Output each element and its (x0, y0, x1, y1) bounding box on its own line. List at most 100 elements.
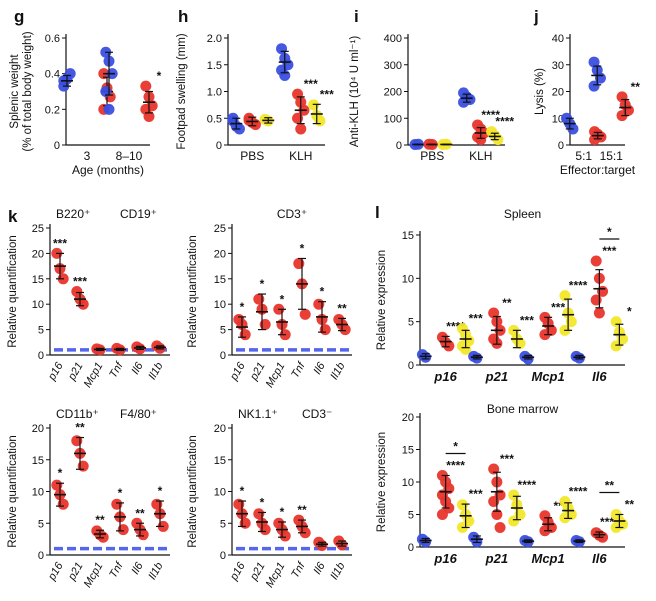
x-category-label: Il6 (592, 551, 607, 566)
x-category-label: Il6 (311, 560, 328, 577)
y-axis-label: Footpad swelling (mm) (176, 33, 188, 149)
data-point-red (137, 529, 149, 541)
y-tick-label: 10 (402, 477, 414, 489)
significance-marker: *** (469, 487, 483, 501)
significance-marker: *** (551, 300, 565, 314)
y-tick-label: 0 (38, 350, 44, 362)
y-tick-label: 25 (214, 223, 226, 235)
significance-marker: *** (304, 77, 318, 91)
y-tick-label: 0 (216, 140, 222, 152)
x-category-label: Mcp1 (82, 561, 106, 590)
x-category-label: Il1b (146, 361, 165, 382)
y-tick-label: 15 (32, 455, 44, 467)
y-tick-label: 20 (402, 412, 414, 424)
panel-label-i: i (354, 7, 359, 26)
x-category-label: Il6 (592, 369, 607, 384)
y-tick-label: 5 (220, 518, 226, 530)
data-point-red (253, 508, 265, 520)
data-point-yellow (610, 340, 622, 352)
significance-marker: * (157, 69, 162, 83)
panel-title: NK1.1⁺ (238, 407, 278, 421)
y-axis-label: (% of total body weight) (22, 31, 34, 151)
y-tick-label: 300 (384, 60, 402, 72)
y-tick-label: 0 (220, 550, 226, 562)
data-point-red (488, 307, 500, 319)
y-tick-label: 10 (32, 487, 44, 499)
data-point-red (259, 319, 271, 331)
significance-marker: **** (446, 459, 465, 473)
data-point-red (339, 324, 351, 336)
panel-label-g: g (14, 7, 24, 26)
x-category-label: 8–10 (116, 149, 143, 163)
significance-marker: * (627, 305, 632, 319)
x-category-label: Mcp1 (264, 561, 288, 590)
y-tick-label: 1.0 (207, 87, 222, 99)
x-category-label: Il1b (146, 561, 165, 582)
significance-marker: * (118, 486, 123, 500)
x-category-label: 5:1 (575, 149, 592, 163)
y-axis-label: Lysis (%) (534, 68, 546, 115)
y-tick-label: 15 (214, 274, 226, 286)
significance-marker: * (320, 285, 325, 299)
y-tick-label: 15 (214, 455, 226, 467)
x-category-label: p21 (66, 361, 86, 384)
significance-marker: *** (520, 313, 534, 327)
y-tick-label: 0.2 (45, 104, 60, 116)
x-category-label: Mcp1 (532, 551, 565, 566)
x-category-label: Tnf (107, 560, 126, 581)
x-category-label: KLH (469, 149, 492, 163)
significance-marker: ** (625, 498, 635, 512)
panel-title: Bone marrow (487, 402, 559, 416)
y-tick-label: 2.0 (207, 33, 222, 45)
x-category-label: p21 (248, 361, 268, 384)
x-category-label: p16 (228, 560, 249, 584)
y-axis-label: Relative quantification (187, 235, 199, 348)
panel-title: CD11b⁺ (56, 407, 99, 421)
y-tick-label: 5 (38, 325, 44, 337)
data-point-red (140, 80, 152, 92)
x-category-label: Il1b (328, 561, 347, 582)
panel-title: CD3⁻ (302, 407, 332, 421)
y-tick-label: 0 (396, 140, 402, 152)
data-point-yellow (314, 115, 326, 127)
x-category-label: p21 (485, 551, 508, 566)
y-tick-label: 0 (54, 140, 60, 152)
y-tick-label: 0 (38, 550, 44, 562)
x-category-label: Tnf (289, 560, 308, 581)
panel-title: B220⁺ (56, 207, 90, 221)
significance-marker: ** (75, 421, 85, 435)
significance-marker: *** (320, 87, 334, 101)
x-category-label: 3 (84, 149, 91, 163)
y-tick-label: 0.5 (207, 113, 222, 125)
y-axis-label: Splenic weight (9, 54, 21, 129)
x-category-label: p16 (228, 360, 249, 384)
data-point-red (253, 293, 265, 305)
y-tick-label: 5 (38, 518, 44, 530)
y-tick-label: 15 (402, 445, 414, 457)
data-point-red (494, 522, 506, 533)
significance-marker: ** (631, 80, 641, 94)
significance-marker: *** (500, 452, 514, 466)
y-axis-label: Relative quantification (187, 435, 199, 548)
y-tick-label: 0 (558, 140, 564, 152)
y-tick-label: 0 (408, 360, 414, 372)
panel-title: CD3⁺ (277, 207, 307, 221)
panel-title: CD19⁺ (120, 207, 157, 221)
y-tick-label: 0 (408, 542, 414, 554)
y-tick-label: 10 (402, 273, 414, 285)
data-point-yellow (456, 499, 468, 511)
data-point-blue (276, 43, 288, 55)
y-tick-label: 20 (214, 248, 226, 260)
data-point-red (239, 517, 251, 529)
x-category-label: Il1b (328, 361, 347, 382)
data-point-red (151, 498, 163, 510)
significance-marker: * (280, 505, 285, 519)
panel-title: Spleen (504, 207, 541, 221)
y-tick-label: 200 (384, 87, 402, 99)
y-tick-label: 5 (408, 510, 414, 522)
data-point-red (590, 294, 602, 306)
y-tick-label: 20 (214, 423, 226, 435)
significance-marker: **** (495, 115, 514, 129)
significance-marker: * (300, 241, 305, 255)
data-point-red (295, 123, 307, 135)
